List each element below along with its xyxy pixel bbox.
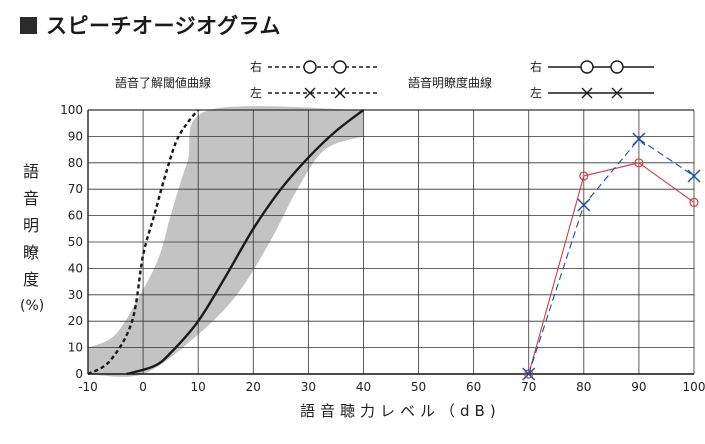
legend-solid-circle-marker-icon (548, 59, 655, 74)
series-point-right-1 (579, 171, 589, 181)
series-point-left-3 (687, 169, 701, 183)
y-axis-label: 語音明瞭度 (%) (20, 158, 45, 320)
y-tick-label-70: 70 (68, 182, 83, 196)
page-title: スピーチオージオグラム (20, 10, 281, 40)
y-tick-label-80: 80 (68, 156, 83, 170)
reference-curve-solid (126, 109, 365, 376)
legend-dashed-circle-marker-icon (268, 59, 378, 74)
legend-threshold: 語音了解閾値曲線 (115, 74, 211, 91)
y-tick-label-90: 90 (68, 129, 83, 143)
legend-discrimination-left: 左 (530, 84, 662, 101)
title-square-icon (20, 16, 37, 34)
reference-curve-dashed (87, 109, 200, 376)
y-tick-label-30: 30 (68, 288, 83, 302)
series-point-left-0 (522, 367, 536, 381)
x-axis-label: 語音聴力レベル（dB) (300, 402, 501, 420)
legend-threshold-left: 左 (250, 84, 382, 101)
legend-threshold-right-label: 右 (250, 60, 263, 74)
series-point-left-1 (577, 198, 591, 212)
series-point-left-2 (632, 132, 646, 146)
legend-discrimination-left-label: 左 (530, 86, 543, 100)
x-tick-label-20: 20 (246, 380, 261, 394)
y-tick-label-20: 20 (68, 314, 83, 328)
reference-band (88, 106, 364, 377)
x-tick-label-90: 90 (631, 380, 646, 394)
series-point-right-2 (634, 158, 644, 168)
legend-discrimination-right: 右 (530, 58, 662, 75)
series-point-right-0 (524, 369, 534, 379)
y-tick-label-10: 10 (68, 341, 83, 355)
series (522, 132, 701, 381)
x-tick-label-0: 0 (139, 380, 147, 394)
x-tick-label-70: 70 (521, 380, 536, 394)
legend-discrimination: 語音明瞭度曲線 (408, 74, 492, 91)
x-tick-label-60: 60 (466, 380, 481, 394)
series-line-right (528, 162, 695, 375)
series-point-right-3 (689, 197, 699, 207)
legend-threshold-right: 右 (250, 58, 382, 75)
legend-discrimination-right-label: 右 (530, 60, 543, 74)
reference-band-area (88, 106, 364, 377)
x-tick-label-80: 80 (576, 380, 591, 394)
legend-discrimination-name: 語音明瞭度曲線 (408, 76, 493, 90)
legend-dashed-cross-marker-icon (268, 87, 378, 98)
legend-threshold-name: 語音了解閾値曲線 (115, 76, 212, 90)
x-tick-label--10: -10 (78, 380, 98, 394)
legend-threshold-left-label: 左 (250, 86, 263, 100)
axes (87, 110, 694, 375)
y-tick-label-100: 100 (60, 103, 83, 117)
page-title-text: スピーチオージオグラム (46, 14, 282, 38)
x-tick-label-40: 40 (356, 380, 371, 394)
x-tick-label-30: 30 (301, 380, 316, 394)
reference-curves (87, 109, 365, 376)
y-tick-label-60: 60 (68, 209, 83, 223)
y-tick-label-50: 50 (68, 235, 83, 249)
y-tick-label-40: 40 (68, 261, 83, 275)
series-line-left (528, 138, 695, 375)
y-axis-label-text: 語音明瞭度 (22, 162, 39, 289)
y-tick-label-0: 0 (75, 367, 83, 381)
x-tick-label-50: 50 (411, 380, 426, 394)
x-tick-label-10: 10 (191, 380, 206, 394)
y-axis-label-unit: (%) (20, 298, 45, 314)
x-tick-label-100: 100 (683, 380, 705, 394)
legend-solid-cross-marker-icon (548, 87, 655, 98)
